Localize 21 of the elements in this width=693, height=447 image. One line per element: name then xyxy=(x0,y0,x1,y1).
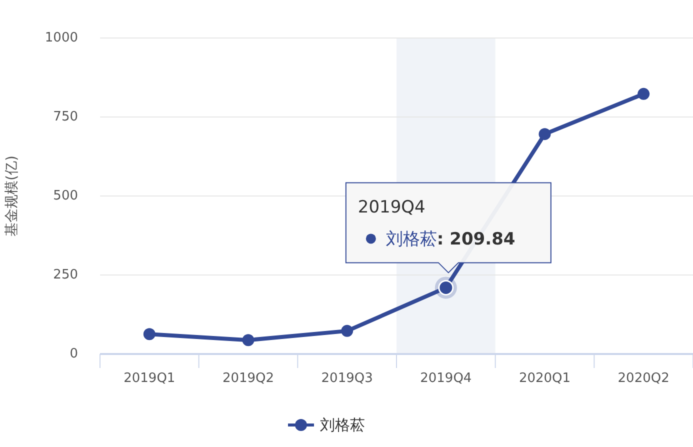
x-tick-label: 2019Q3 xyxy=(321,371,373,386)
y-tick-label: 0 xyxy=(70,346,78,362)
text: 2019Q4 xyxy=(358,198,426,218)
x-tick-label: 2020Q1 xyxy=(518,371,571,386)
x-tick-label: 2019Q2 xyxy=(222,371,274,386)
legend-label: 刘格菘 xyxy=(386,230,437,250)
text: 刘格菘 xyxy=(320,416,365,434)
x-tick-label: 2020Q2 xyxy=(618,371,670,386)
point xyxy=(538,128,551,140)
y-tick-label: 1000 xyxy=(44,30,78,46)
y-tick-label: 500 xyxy=(53,188,78,204)
point xyxy=(143,328,156,340)
y-tick-label: 250 xyxy=(53,268,78,283)
x-tick-label: 2019Q1 xyxy=(124,371,176,386)
point xyxy=(341,324,354,337)
annotation: : 209.84 xyxy=(436,230,516,250)
y-axis-title: 基金规模(亿) xyxy=(4,156,20,236)
y-tick-label: 750 xyxy=(53,110,78,125)
point xyxy=(242,334,254,346)
x-tick-label: 2019Q4 xyxy=(420,371,472,386)
point xyxy=(638,88,650,100)
